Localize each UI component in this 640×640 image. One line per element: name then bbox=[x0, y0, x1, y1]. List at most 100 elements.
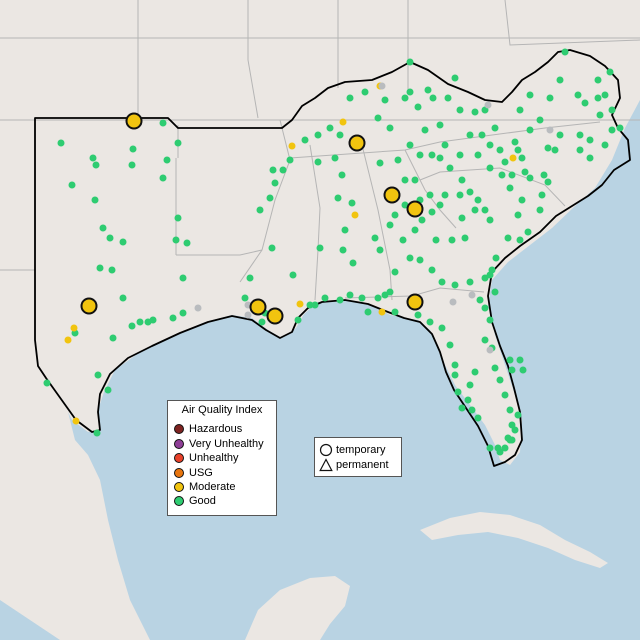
good-site-marker bbox=[406, 88, 414, 96]
good-site-marker bbox=[279, 166, 287, 174]
legend-item-usg: USG bbox=[174, 466, 213, 480]
good-site-marker bbox=[514, 146, 522, 154]
good-site-marker bbox=[506, 356, 514, 364]
good-site-marker bbox=[401, 201, 409, 209]
good-site-marker bbox=[501, 444, 509, 452]
site-type-legend: temporary permanent bbox=[314, 437, 402, 477]
legend-item-hazardous: Hazardous bbox=[174, 422, 242, 436]
legend-label: USG bbox=[189, 467, 213, 479]
good-site-marker bbox=[341, 226, 349, 234]
good-site-marker bbox=[498, 171, 506, 179]
good-site-marker bbox=[399, 236, 407, 244]
nodata-site-marker bbox=[244, 311, 252, 319]
moderate-temporary-site-marker bbox=[266, 307, 284, 325]
moderate-site-marker bbox=[64, 336, 72, 344]
moderate-site-marker bbox=[378, 308, 386, 316]
good-site-marker bbox=[314, 158, 322, 166]
good-site-marker bbox=[448, 236, 456, 244]
good-site-marker bbox=[411, 176, 419, 184]
good-site-marker bbox=[374, 294, 382, 302]
good-site-marker bbox=[386, 221, 394, 229]
good-site-marker bbox=[128, 322, 136, 330]
good-site-marker bbox=[506, 406, 514, 414]
moderate-temporary-site-marker bbox=[406, 293, 424, 311]
good-site-marker bbox=[416, 256, 424, 264]
good-site-marker bbox=[268, 244, 276, 252]
good-site-marker bbox=[159, 174, 167, 182]
good-site-marker bbox=[601, 91, 609, 99]
good-site-marker bbox=[481, 336, 489, 344]
moderate-site-marker bbox=[296, 300, 304, 308]
good-site-marker bbox=[386, 124, 394, 132]
nodata-site-marker bbox=[378, 82, 386, 90]
hazardous-swatch bbox=[174, 424, 184, 434]
legend-item-temporary: temporary bbox=[319, 443, 386, 457]
good-site-marker bbox=[516, 106, 524, 114]
good-site-marker bbox=[458, 404, 466, 412]
good-site-marker bbox=[381, 96, 389, 104]
good-site-marker bbox=[556, 131, 564, 139]
good-site-marker bbox=[540, 171, 548, 179]
legend-item-very-unhealthy: Very Unhealthy bbox=[174, 437, 264, 451]
good-site-marker bbox=[411, 226, 419, 234]
good-site-marker bbox=[414, 311, 422, 319]
good-site-marker bbox=[428, 151, 436, 159]
good-site-marker bbox=[536, 116, 544, 124]
aqi-legend: Air Quality Index Hazardous Very Unhealt… bbox=[167, 400, 277, 516]
good-site-marker bbox=[144, 318, 152, 326]
good-site-marker bbox=[96, 264, 104, 272]
legend-label: Good bbox=[189, 495, 216, 507]
good-site-marker bbox=[594, 94, 602, 102]
moderate-temporary-site-marker bbox=[348, 134, 366, 152]
good-site-marker bbox=[466, 381, 474, 389]
good-site-marker bbox=[476, 296, 484, 304]
good-site-marker bbox=[406, 254, 414, 262]
good-site-marker bbox=[438, 324, 446, 332]
moderate-temporary-site-marker bbox=[80, 297, 98, 315]
good-site-marker bbox=[349, 259, 357, 267]
good-site-marker bbox=[119, 294, 127, 302]
good-site-marker bbox=[321, 294, 329, 302]
good-site-marker bbox=[456, 191, 464, 199]
good-site-marker bbox=[456, 151, 464, 159]
legend-item-good: Good bbox=[174, 494, 216, 508]
good-site-marker bbox=[451, 281, 459, 289]
good-site-marker bbox=[446, 164, 454, 172]
good-site-marker bbox=[256, 206, 264, 214]
good-site-marker bbox=[586, 136, 594, 144]
good-site-marker bbox=[466, 188, 474, 196]
good-site-marker bbox=[471, 368, 479, 376]
good-site-marker bbox=[526, 91, 534, 99]
good-site-marker bbox=[336, 296, 344, 304]
good-site-marker bbox=[364, 308, 372, 316]
good-site-marker bbox=[481, 304, 489, 312]
good-site-marker bbox=[301, 136, 309, 144]
good-site-marker bbox=[594, 76, 602, 84]
good-site-marker bbox=[179, 309, 187, 317]
good-site-marker bbox=[428, 266, 436, 274]
good-site-marker bbox=[391, 308, 399, 316]
good-site-marker bbox=[129, 145, 137, 153]
good-site-marker bbox=[306, 301, 314, 309]
good-site-marker bbox=[486, 141, 494, 149]
moderate-sites bbox=[64, 82, 517, 425]
good-site-marker bbox=[506, 436, 514, 444]
good-site-marker bbox=[386, 288, 394, 296]
legend-label: permanent bbox=[336, 459, 389, 471]
good-site-marker bbox=[474, 414, 482, 422]
good-site-marker bbox=[436, 201, 444, 209]
good-site-marker bbox=[496, 376, 504, 384]
good-site-marker bbox=[172, 236, 180, 244]
good-site-marker bbox=[358, 294, 366, 302]
good-site-marker bbox=[68, 181, 76, 189]
legend-title: Air Quality Index bbox=[181, 404, 263, 416]
good-site-marker bbox=[136, 318, 144, 326]
good-site-marker bbox=[183, 239, 191, 247]
good-site-marker bbox=[596, 111, 604, 119]
good-site-marker bbox=[544, 178, 552, 186]
legend-label: Unhealthy bbox=[189, 452, 239, 464]
good-site-marker bbox=[271, 179, 279, 187]
good-site-marker bbox=[169, 314, 177, 322]
good-site-marker bbox=[106, 234, 114, 242]
good-site-marker bbox=[119, 238, 127, 246]
